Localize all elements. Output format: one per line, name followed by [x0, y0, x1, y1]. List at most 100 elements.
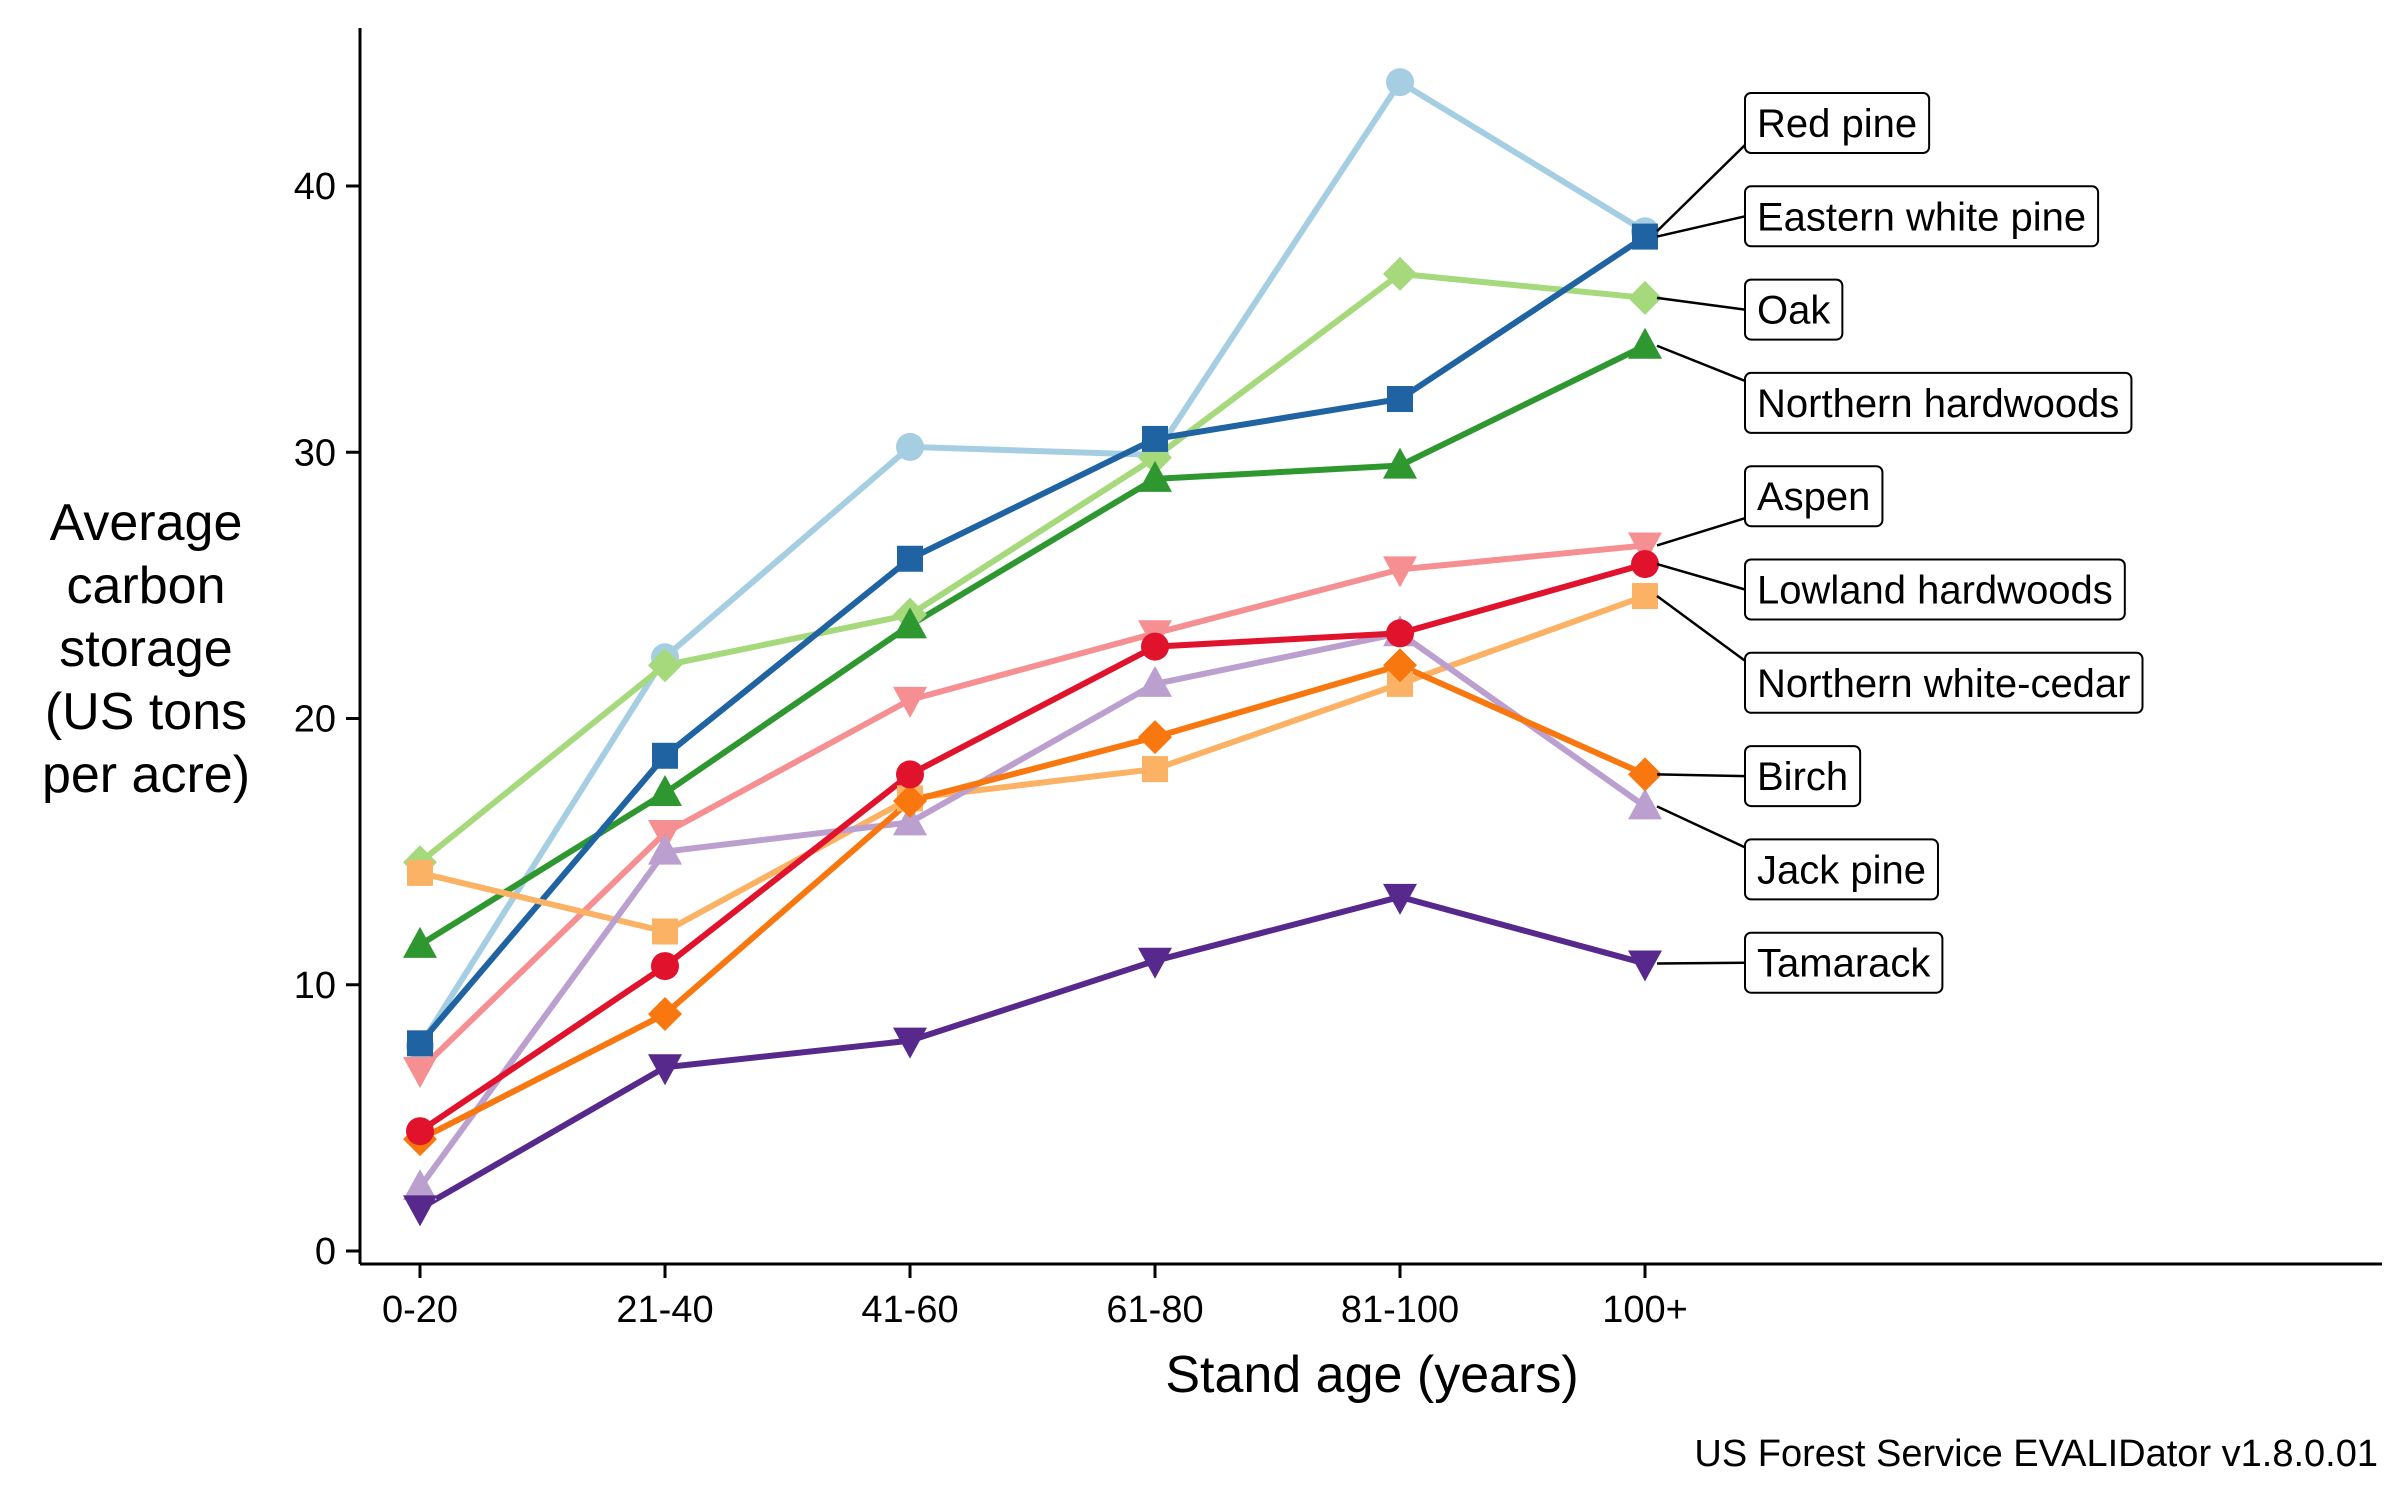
- marker-birch: [1383, 648, 1417, 683]
- y-axis-title-line: Average: [50, 494, 243, 552]
- marker-jack-pine: [1138, 665, 1172, 697]
- series-label-jack-pine: Jack pine: [1757, 848, 1926, 892]
- label-leader-line: [1656, 215, 1746, 238]
- chart-caption: US Forest Service EVALIDator v1.8.0.01: [1694, 1433, 2378, 1475]
- series-line-lowland-hardwoods: [418, 561, 1646, 1134]
- series-labels: Red pine Eastern white pine Oak Northern ha…: [1744, 92, 2144, 994]
- series-label-box: [1744, 465, 1884, 528]
- marker-birch: [1628, 757, 1662, 792]
- marker-jack-pine: [1628, 788, 1662, 820]
- series-label-box: [1744, 745, 1862, 808]
- marker-jack-pine: [403, 1169, 437, 1201]
- y-tick-label: 20: [294, 699, 336, 741]
- marker-northern-white-cedar: [1632, 583, 1658, 610]
- series-line-northern-hardwoods: [418, 343, 1647, 948]
- marker-tamarack: [403, 1195, 437, 1227]
- marker-red-pine: [896, 432, 924, 461]
- series-line-red-pine: [417, 79, 1647, 1048]
- series-line-eastern-white-pine: [417, 234, 1647, 1046]
- x-axis-title: Stand age (years): [1165, 1346, 1578, 1404]
- label-leader-line: [1656, 773, 1746, 778]
- marker-red-pine: [1386, 68, 1414, 97]
- label-leader-line: [1656, 961, 1746, 965]
- series-label-box: [1744, 931, 1944, 994]
- marker-tamarack: [648, 1054, 682, 1086]
- marker-aspen: [1383, 556, 1417, 588]
- series-label-box: [1744, 838, 1939, 901]
- label-leader-line: [1656, 562, 1746, 591]
- marker-eastern-white-pine: [1632, 223, 1658, 250]
- x-tick-label: 81-100: [1341, 1289, 1459, 1331]
- y-ticks: 0 10 20 30 40: [294, 166, 360, 1273]
- series-label-box: [1744, 92, 1931, 154]
- marker-aspen: [403, 1056, 437, 1088]
- series-label-box: [1744, 371, 2133, 434]
- label-leader-line: [1656, 517, 1746, 547]
- marker-birch: [893, 784, 927, 819]
- marker-tamarack: [1138, 947, 1172, 979]
- marker-northern-hardwoods: [648, 775, 682, 807]
- x-tick-label: 41-60: [861, 1289, 958, 1331]
- marker-northern-hardwoods: [893, 607, 927, 639]
- marker-eastern-white-pine: [407, 1030, 433, 1057]
- marker-lowland-hardwoods: [1141, 632, 1169, 661]
- series-line-tamarack: [418, 893, 1646, 1211]
- marker-northern-hardwoods: [1383, 447, 1417, 479]
- y-axis-title-line: carbon: [67, 557, 226, 615]
- label-leader-line: [1656, 344, 1746, 383]
- y-axis-title-line: per acre): [42, 746, 250, 804]
- series-label-red-pine: Red pine: [1757, 102, 1917, 146]
- marker-birch: [1138, 720, 1172, 755]
- y-axis-title-line: (US tons: [45, 683, 247, 741]
- axes: [358, 28, 2382, 1266]
- marker-oak: [1383, 256, 1417, 291]
- x-tick-label: 61-80: [1106, 1289, 1203, 1331]
- label-leader-line: [1656, 595, 1746, 662]
- series-line-jack-pine: [417, 630, 1647, 1189]
- marker-northern-white-cedar: [407, 859, 433, 886]
- series-label-birch: Birch: [1757, 755, 1848, 799]
- y-tick-label: 0: [315, 1231, 336, 1273]
- label-leader-line: [1656, 144, 1746, 233]
- series-label-aspen: Aspen: [1757, 475, 1870, 519]
- marker-eastern-white-pine: [652, 742, 678, 769]
- series-label-oak: Oak: [1757, 289, 1831, 333]
- marker-northern-white-cedar: [652, 918, 678, 945]
- marker-lowland-hardwoods: [1631, 550, 1659, 579]
- marker-northern-hardwoods: [1138, 460, 1172, 492]
- x-tick-label: 21-40: [616, 1289, 713, 1331]
- marker-eastern-white-pine: [897, 545, 923, 572]
- marker-northern-white-cedar: [1142, 756, 1168, 783]
- marker-northern-hardwoods: [403, 926, 437, 958]
- marker-jack-pine: [648, 833, 682, 865]
- marker-lowland-hardwoods: [651, 952, 679, 981]
- series-label-box: [1744, 651, 2144, 714]
- marker-lowland-hardwoods: [1386, 619, 1414, 648]
- series-line-birch: [418, 662, 1647, 1142]
- marker-jack-pine: [893, 804, 927, 836]
- marker-eastern-white-pine: [1387, 386, 1413, 412]
- marker-lowland-hardwoods: [896, 760, 924, 789]
- marker-aspen: [893, 686, 927, 718]
- marker-eastern-white-pine: [1142, 425, 1168, 452]
- series-label-box: [1744, 558, 2126, 621]
- series-markers: [403, 68, 1662, 1227]
- series-line-oak: [418, 270, 1646, 865]
- series-label-box: [1744, 185, 2100, 248]
- label-leader-lines: [1656, 144, 1746, 965]
- series-label-lowland-hardwoods: Lowland hardwoods: [1757, 569, 2113, 613]
- x-tick-label: 100+: [1602, 1289, 1688, 1331]
- marker-tamarack: [1383, 883, 1417, 915]
- label-leader-line: [1656, 805, 1746, 849]
- series-label-eastern-white-pine: Eastern white pine: [1757, 195, 2086, 239]
- label-leader-line: [1656, 296, 1746, 311]
- marker-lowland-hardwoods: [406, 1117, 434, 1146]
- marker-oak: [648, 648, 682, 683]
- marker-northern-hardwoods: [1628, 327, 1662, 359]
- series-line-aspen: [417, 542, 1646, 1073]
- y-axis-title-line: storage: [59, 620, 232, 678]
- series-label-box: [1744, 278, 1844, 341]
- y-tick-label: 30: [294, 432, 336, 474]
